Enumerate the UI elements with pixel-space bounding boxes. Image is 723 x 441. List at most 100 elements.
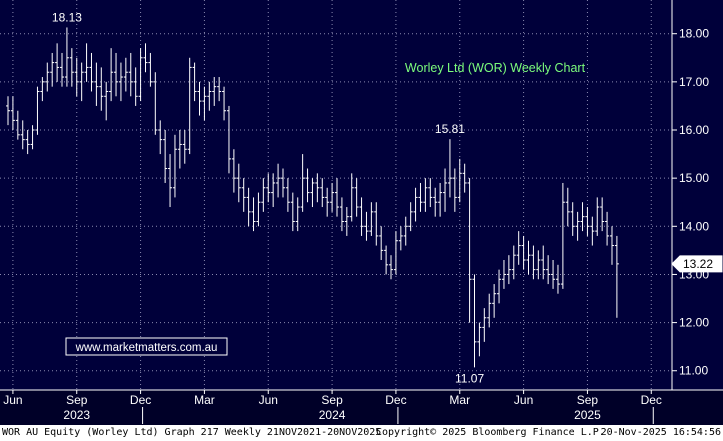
- ohlc-bar: [403, 216, 408, 246]
- ohlc-bar: [541, 245, 546, 280]
- ohlc-bar: [192, 62, 197, 102]
- ohlc-bar: [114, 52, 119, 97]
- ohlc-bar: [389, 255, 394, 280]
- ohlc-bar: [423, 178, 428, 212]
- ohlc-bar: [104, 81, 109, 121]
- ohlc-bar: [339, 197, 344, 232]
- ohlc-bar: [55, 43, 60, 82]
- ohlc-bar: [536, 250, 541, 280]
- last-price-marker: 13.22: [671, 255, 723, 273]
- ohlc-bar: [335, 178, 339, 217]
- ohlc-bar: [207, 81, 212, 111]
- ohlc-bar: [89, 52, 94, 92]
- x-tick-label: Sep: [66, 393, 88, 407]
- ohlc-bar: [153, 72, 158, 135]
- ohlc-bar: [320, 178, 325, 208]
- ohlc-bar: [379, 226, 384, 260]
- ohlc-bar: [212, 77, 217, 106]
- ohlc-bar: [310, 178, 315, 208]
- ohlc-bar: [187, 57, 192, 155]
- ohlc-bar: [271, 173, 276, 208]
- ohlc-bar: [438, 182, 443, 217]
- x-tick-label: Mar: [449, 393, 470, 407]
- ohlc-bar: [560, 182, 565, 289]
- ohlc-bar: [447, 139, 452, 198]
- ohlc-bar: [246, 187, 251, 227]
- ohlc-bar: [118, 62, 123, 102]
- ohlc-bar: [428, 178, 433, 208]
- ohlc-bar: [276, 163, 281, 198]
- ohlc-bar: [521, 235, 526, 270]
- ohlc-bar: [241, 178, 246, 212]
- ohlc-bar: [64, 27, 69, 87]
- ohlc-bar: [123, 57, 128, 92]
- y-tick-label: 11.00: [679, 364, 708, 378]
- ohlc-bar: [158, 120, 163, 155]
- ohlc-bar: [393, 231, 398, 275]
- ohlc-bar: [256, 192, 261, 227]
- y-tick-label: 17.00: [679, 75, 709, 89]
- ohlc-bar: [226, 105, 231, 174]
- last-price-tag: [671, 255, 723, 273]
- ohlc-bar: [462, 163, 467, 193]
- ohlc-bar: [531, 245, 536, 280]
- ohlc-bar: [236, 163, 241, 203]
- ohlc-bar: [413, 187, 418, 222]
- last-price-label: 13.22: [683, 257, 713, 271]
- ohlc-bar: [555, 264, 560, 294]
- ohlc-bar: [614, 235, 619, 318]
- ohlc-bar: [15, 110, 20, 140]
- ohlc-bar: [266, 173, 271, 203]
- grid-lines: [0, 0, 672, 390]
- ohlc-bar: [551, 260, 556, 289]
- ohlc-bar: [50, 52, 55, 87]
- ohlc-bar: [501, 260, 506, 289]
- ohlc-bar: [25, 130, 30, 155]
- x-tick-label: Dec: [641, 393, 662, 407]
- ohlc-bar: [163, 130, 168, 183]
- footer-bar: WOR AU Equity (Worley Ltd) Graph 217 Wee…: [0, 425, 723, 441]
- price-annotation: 18.13: [52, 10, 82, 24]
- ohlc-bar: [280, 168, 285, 198]
- ohlc-bar: [177, 130, 182, 169]
- ohlc-bar: [511, 245, 516, 280]
- ohlc-bar: [369, 202, 374, 236]
- footer-right: 20-Nov-2025 16:54:56: [600, 427, 721, 438]
- ohlc-bar: [197, 81, 202, 116]
- ohlc-bar: [600, 197, 605, 232]
- ohlc-bar: [359, 197, 364, 236]
- y-tick-label: 18.00: [679, 27, 709, 41]
- ohlc-bar: [374, 202, 379, 246]
- ohlc-bar: [546, 255, 551, 285]
- ohlc-bar: [40, 77, 45, 102]
- price-bars: [6, 27, 619, 368]
- ohlc-bar: [344, 207, 349, 236]
- ohlc-bar: [10, 96, 15, 130]
- ohlc-bar: [30, 125, 35, 150]
- ohlc-bar: [506, 255, 511, 285]
- ohlc-bar: [128, 52, 133, 97]
- ohlc-bar: [349, 173, 354, 222]
- ohlc-bar: [526, 240, 531, 275]
- y-tick-label: 15.00: [679, 171, 709, 185]
- ohlc-bar: [585, 207, 590, 236]
- x-axis: Jun Sep Dec Mar Jun Sep Dec Mar Jun Sep Dec 2023 202…: [3, 390, 662, 424]
- ohlc-bar: [590, 216, 595, 246]
- ohlc-bar: [300, 154, 305, 212]
- x-year-label: 2023: [63, 408, 90, 422]
- ohlc-bar: [143, 43, 148, 73]
- ohlc-bar: [168, 154, 173, 208]
- ohlc-bar: [609, 226, 614, 265]
- y-tick-label: 16.00: [679, 123, 709, 137]
- website-box: [65, 337, 228, 356]
- ohlc-bar: [45, 62, 50, 92]
- ohlc-bar: [433, 187, 438, 217]
- ohlc-bar: [182, 130, 187, 164]
- ohlc-bar: [261, 178, 266, 212]
- y-tick-label: 14.00: [679, 219, 709, 233]
- ohlc-bar: [580, 202, 585, 232]
- price-annotation: 11.07: [455, 371, 484, 385]
- ohlc-bar: [99, 67, 104, 111]
- ohlc-bar: [315, 173, 320, 203]
- x-year-label: 2024: [319, 408, 346, 422]
